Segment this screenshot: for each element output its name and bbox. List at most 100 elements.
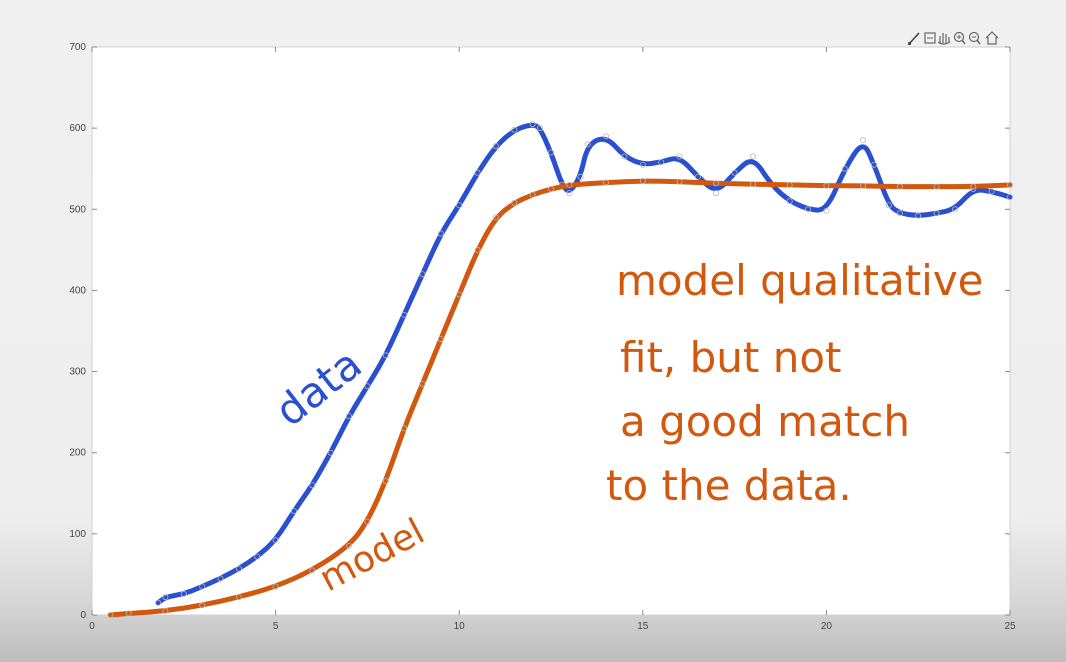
data-point-model xyxy=(364,518,371,525)
data-point-data xyxy=(199,583,206,590)
data-point-data xyxy=(603,133,610,140)
data-point-data xyxy=(577,173,584,180)
data-point-model xyxy=(896,183,903,190)
data-point-data xyxy=(511,126,518,133)
data-point-data xyxy=(584,141,591,148)
data-point-model xyxy=(933,183,940,190)
data-point-data xyxy=(492,142,499,149)
data-point-data xyxy=(860,137,867,144)
data-point-data xyxy=(437,230,444,237)
data-point-model xyxy=(345,543,352,550)
x-tick-label: 10 xyxy=(454,621,466,632)
x-tick-label: 5 xyxy=(273,621,279,632)
data-point-data xyxy=(162,594,169,601)
data-point-data xyxy=(915,212,922,219)
zoom-in-icon[interactable] xyxy=(953,31,966,45)
data-point-model xyxy=(474,246,481,253)
data-point-model xyxy=(639,177,646,184)
data-point-data xyxy=(529,121,536,128)
data-point-data xyxy=(217,575,224,582)
data-point-data xyxy=(254,553,261,560)
data-point-model xyxy=(823,182,830,189)
data-point-model xyxy=(199,602,206,609)
data-point-data xyxy=(537,125,544,132)
data-point-data xyxy=(1007,194,1014,201)
data-point-data xyxy=(951,206,958,213)
axis-ticks: 0 100 200 300 400 500 600 700 0 5 10 15 20 25 xyxy=(69,42,1016,632)
data-point-data xyxy=(382,352,389,359)
annotation-line-2: fit, but not xyxy=(620,333,842,382)
data-point-data xyxy=(364,383,371,390)
data-point-data xyxy=(309,482,316,489)
y-tick-label: 400 xyxy=(69,285,86,296)
data-point-data xyxy=(621,153,628,160)
data-point-data xyxy=(548,149,555,156)
data-point-data xyxy=(713,190,720,197)
axes-area xyxy=(91,46,1011,616)
data-point-data xyxy=(345,413,352,420)
x-tick-label: 25 xyxy=(1004,621,1016,632)
data-point-data xyxy=(896,210,903,217)
data-point-model xyxy=(750,181,757,188)
data-point-data xyxy=(805,206,812,213)
data-point-data xyxy=(155,599,162,606)
y-tick-label: 0 xyxy=(80,610,86,621)
data-point-data xyxy=(290,508,297,515)
data-point-data xyxy=(731,169,738,176)
data-point-data xyxy=(401,311,408,318)
data-point-data xyxy=(841,165,848,172)
export-icon[interactable] xyxy=(924,32,936,44)
data-point-data xyxy=(327,449,334,456)
data-point-data xyxy=(823,207,830,214)
data-point-model xyxy=(401,425,408,432)
data-point-data xyxy=(658,159,665,166)
data-point-data xyxy=(871,161,878,168)
zoom-out-icon[interactable] xyxy=(968,31,981,45)
data-point-data xyxy=(639,161,646,168)
series-line-model xyxy=(107,178,1013,618)
home-icon[interactable] xyxy=(985,31,999,45)
data-point-data xyxy=(419,271,426,278)
data-point-data xyxy=(988,188,995,195)
figure-toolbar xyxy=(907,31,999,46)
data-point-data xyxy=(272,537,279,544)
y-tick-label: 100 xyxy=(69,529,86,540)
y-tick-label: 200 xyxy=(69,448,86,459)
x-tick-label: 20 xyxy=(821,621,833,632)
data-point-model xyxy=(125,610,132,617)
brush-icon[interactable] xyxy=(907,32,920,46)
data-point-model xyxy=(786,181,793,188)
data-point-model xyxy=(566,181,573,188)
data-point-model xyxy=(548,185,555,192)
annotation-line-1: model qualitative xyxy=(616,256,984,305)
y-tick-label: 500 xyxy=(69,204,86,215)
x-tick-label: 15 xyxy=(637,621,649,632)
data-point-model xyxy=(235,594,242,601)
data-point-model xyxy=(511,199,518,206)
y-tick-label: 700 xyxy=(69,42,86,53)
data-point-model xyxy=(272,583,279,590)
data-point-data xyxy=(180,590,187,597)
data-point-model xyxy=(309,567,316,574)
data-point-data xyxy=(474,169,481,176)
x-tick-label: 0 xyxy=(89,621,95,632)
data-point-model xyxy=(456,291,463,298)
data-point-data xyxy=(566,190,573,197)
data-point-model xyxy=(382,478,389,485)
data-point-model xyxy=(713,180,720,187)
data-point-data xyxy=(750,153,757,160)
data-point-model xyxy=(603,179,610,186)
pan-icon[interactable] xyxy=(937,33,951,45)
data-point-model xyxy=(492,214,499,221)
data-point-model xyxy=(419,380,426,387)
data-point-data xyxy=(456,202,463,209)
annotation-line-3: a good match xyxy=(620,397,910,446)
y-tick-label: 600 xyxy=(69,123,86,134)
data-point-model xyxy=(437,336,444,343)
data-point-data xyxy=(933,210,940,217)
y-tick-label: 300 xyxy=(69,367,86,378)
data-point-model xyxy=(162,607,169,614)
data-point-model xyxy=(107,612,114,619)
data-point-model xyxy=(860,182,867,189)
